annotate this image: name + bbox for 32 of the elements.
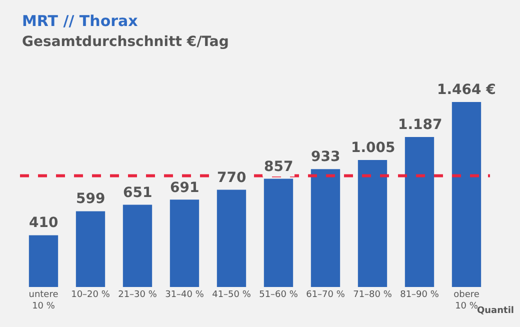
data-label: 599 xyxy=(76,191,106,207)
x-tick-label: 81–90 % xyxy=(400,290,440,300)
x-tick-label: untere 10 % xyxy=(28,290,59,312)
bar xyxy=(310,169,340,287)
data-label: 857 xyxy=(264,159,294,175)
bar xyxy=(404,137,434,287)
bar xyxy=(122,204,152,287)
data-label: 770 xyxy=(217,170,246,186)
x-tick-label: 31–40 % xyxy=(165,290,204,300)
chart-subtitle: Gesamtdurchschnitt €/Tag xyxy=(22,34,229,50)
x-axis-title: Quantil xyxy=(477,306,514,316)
bar xyxy=(76,211,106,287)
bar xyxy=(264,178,294,287)
data-label: 1.187 xyxy=(398,117,442,133)
x-tick-label: 61–70 % xyxy=(306,290,346,300)
data-label: 691 xyxy=(170,180,200,196)
data-label: 933 xyxy=(311,149,340,165)
bar xyxy=(452,102,482,287)
chart-title: MRT // Thorax xyxy=(22,12,138,30)
bar xyxy=(28,235,58,287)
x-tick-label: 21–30 % xyxy=(118,290,158,300)
data-label: 651 xyxy=(123,185,152,201)
x-tick-label: 71–80 % xyxy=(353,290,392,300)
x-tick-label: 51–60 % xyxy=(259,290,298,300)
bar xyxy=(358,160,388,287)
data-label: 1.464 € xyxy=(437,82,496,98)
x-tick-label: 10–20 % xyxy=(71,290,110,300)
data-label: 410 xyxy=(29,215,58,231)
bar xyxy=(216,190,246,287)
x-tick-label: 41–50 % xyxy=(212,290,252,300)
data-label: 1.005 xyxy=(351,140,396,156)
bar xyxy=(170,200,200,287)
